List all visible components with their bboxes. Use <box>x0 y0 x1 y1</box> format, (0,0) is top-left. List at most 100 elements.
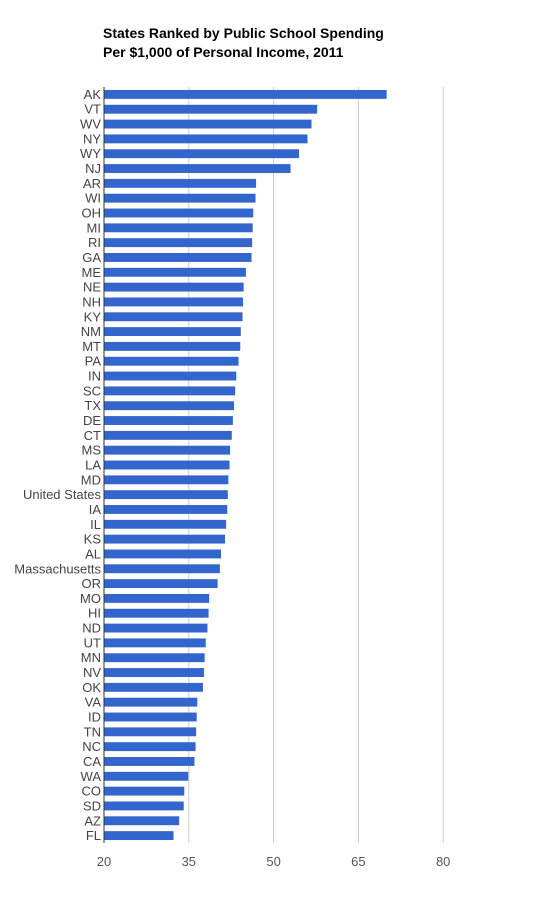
category-label-ks: KS <box>84 532 102 547</box>
category-label-co: CO <box>82 784 102 799</box>
bar-wi <box>104 193 256 203</box>
bar-oh <box>104 208 254 218</box>
category-label-de: DE <box>83 413 101 428</box>
bar-al <box>104 549 222 559</box>
category-label-layer: AKVTWVNYWYNJARWIOHMIRIGAMENENHKYNMMTPAIN… <box>14 87 101 843</box>
bar-ut <box>104 638 206 648</box>
bar-or <box>104 579 218 589</box>
bar-ms <box>104 445 231 455</box>
category-label-nm: NM <box>81 324 101 339</box>
chart-title-block: States Ranked by Public School Spending … <box>103 24 384 62</box>
bar-md <box>104 475 229 485</box>
bar-co <box>104 786 185 796</box>
bar-mo <box>104 593 210 603</box>
bar-in <box>104 371 237 381</box>
bar-az <box>104 816 180 826</box>
category-label-nc: NC <box>82 739 101 754</box>
category-label-ar: AR <box>83 176 101 191</box>
bar-ia <box>104 505 228 514</box>
category-label-united-states: United States <box>23 487 102 502</box>
chart-title: States Ranked by Public School Spending <box>103 25 384 41</box>
bar-me <box>104 267 246 277</box>
tick-label-layer: 20 35 50 65 80 <box>97 854 451 869</box>
bar-ri <box>104 238 253 248</box>
category-label-id: ID <box>88 710 101 725</box>
bar-layer <box>104 89 387 841</box>
bar-wv <box>104 119 312 129</box>
bar-nd <box>104 623 208 633</box>
category-label-wa: WA <box>81 769 102 784</box>
category-label-nd: ND <box>82 621 101 636</box>
category-label-oh: OH <box>82 206 102 221</box>
bar-fl <box>104 831 174 841</box>
bar-nm <box>104 327 241 337</box>
bar-ar <box>104 178 257 188</box>
category-label-vt: VT <box>84 102 101 117</box>
bar-vt <box>104 104 318 114</box>
x-tick-label-65: 65 <box>351 854 365 869</box>
category-label-in: IN <box>88 369 101 384</box>
bar-massachusetts <box>104 564 220 574</box>
category-label-hi: HI <box>88 606 101 621</box>
category-label-wy: WY <box>80 146 101 161</box>
category-label-me: ME <box>82 265 102 280</box>
bar-sc <box>104 386 236 396</box>
bar-ks <box>104 534 225 544</box>
bar-ct <box>104 430 232 440</box>
bar-ok <box>104 682 203 692</box>
category-label-ga: GA <box>82 250 101 265</box>
bar-wa <box>104 771 189 781</box>
bar-ga <box>104 253 252 262</box>
bar-sd <box>104 801 184 811</box>
bar-la <box>104 460 230 470</box>
category-label-ak: AK <box>84 87 102 102</box>
category-label-ia: IA <box>89 502 102 517</box>
bar-nj <box>104 164 291 173</box>
bar-nh <box>104 297 244 307</box>
bar-nv <box>104 668 205 677</box>
category-label-pa: PA <box>85 354 102 369</box>
category-label-al: AL <box>85 546 101 561</box>
category-label-ok: OK <box>82 680 101 695</box>
bar-mt <box>104 341 241 351</box>
category-label-ky: KY <box>84 309 102 324</box>
category-label-il: IL <box>90 517 101 532</box>
x-tick-label-20: 20 <box>97 854 111 869</box>
bar-ky <box>104 312 243 322</box>
category-label-ca: CA <box>83 754 101 769</box>
category-label-az: AZ <box>84 813 101 828</box>
category-label-ne: NE <box>83 280 101 295</box>
category-label-massachusetts: Massachusetts <box>14 561 101 576</box>
chart-subtitle: Per $1,000 of Personal Income, 2011 <box>103 44 344 60</box>
bar-nc <box>104 742 196 752</box>
category-label-ny: NY <box>83 131 101 146</box>
bar-ak <box>104 89 387 99</box>
bar-de <box>104 416 233 425</box>
category-label-la: LA <box>85 458 101 473</box>
bar-hi <box>104 608 209 618</box>
bar-wy <box>104 149 300 159</box>
category-label-wv: WV <box>80 117 101 132</box>
category-label-fl: FL <box>86 828 101 843</box>
category-label-mo: MO <box>80 591 101 606</box>
x-tick-label-35: 35 <box>182 854 196 869</box>
bar-ne <box>104 282 244 292</box>
category-label-ri: RI <box>88 235 101 250</box>
category-label-mi: MI <box>87 220 101 235</box>
category-label-va: VA <box>85 695 102 710</box>
bar-pa <box>104 356 239 366</box>
category-label-ut: UT <box>84 635 101 650</box>
category-label-md: MD <box>81 472 101 487</box>
bar-id <box>104 712 197 722</box>
category-label-sd: SD <box>83 798 101 813</box>
category-label-tn: TN <box>84 724 101 739</box>
category-label-mt: MT <box>82 339 101 354</box>
category-label-mn: MN <box>81 650 101 665</box>
category-label-wi: WI <box>85 191 101 206</box>
bar-va <box>104 697 198 707</box>
category-label-nv: NV <box>83 665 101 680</box>
bar-united-states <box>104 490 228 500</box>
bar-ca <box>104 757 195 766</box>
bar-mi <box>104 223 253 233</box>
